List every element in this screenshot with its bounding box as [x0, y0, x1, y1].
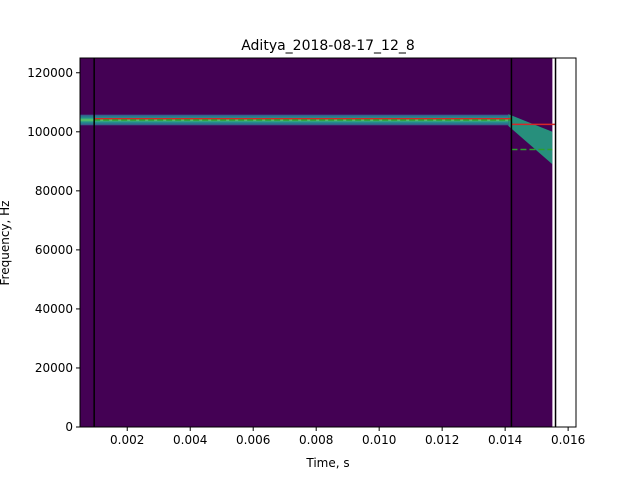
fm-sweep	[508, 114, 553, 165]
x-tick-label: 0.010	[362, 433, 396, 447]
plot-frame	[79, 57, 577, 428]
plot-area	[80, 58, 553, 427]
y-tick-label: 120000	[27, 66, 73, 80]
x-tick-label: 0.006	[236, 433, 270, 447]
y-tick-label: 40000	[35, 302, 73, 316]
x-tick-label: 0.014	[488, 433, 522, 447]
x-tick-label: 0.008	[299, 433, 333, 447]
chart-title: Aditya_2018-08-17_12_8	[241, 38, 415, 54]
x-tick-label: 0.002	[110, 433, 144, 447]
overlay-lines	[93, 58, 557, 427]
x-tick-label: 0.012	[425, 433, 459, 447]
y-axis-label: Frequency, Hz	[0, 201, 12, 286]
y-tick-label: 60000	[35, 243, 73, 257]
y-tick-label: 100000	[27, 125, 73, 139]
x-tick-label: 0.004	[173, 433, 207, 447]
y-axis: 0 20000 40000 60000 80000 100000 120000	[27, 66, 80, 434]
y-tick-label: 0	[65, 420, 73, 434]
x-axis-label: Time, s	[305, 456, 349, 470]
spectrogram-background	[80, 58, 553, 427]
y-tick-label: 20000	[35, 361, 73, 375]
x-axis: 0.002 0.004 0.006 0.008 0.010 0.012 0.014 0.016	[110, 427, 585, 447]
y-tick-label: 80000	[35, 184, 73, 198]
x-tick-label: 0.016	[551, 433, 585, 447]
